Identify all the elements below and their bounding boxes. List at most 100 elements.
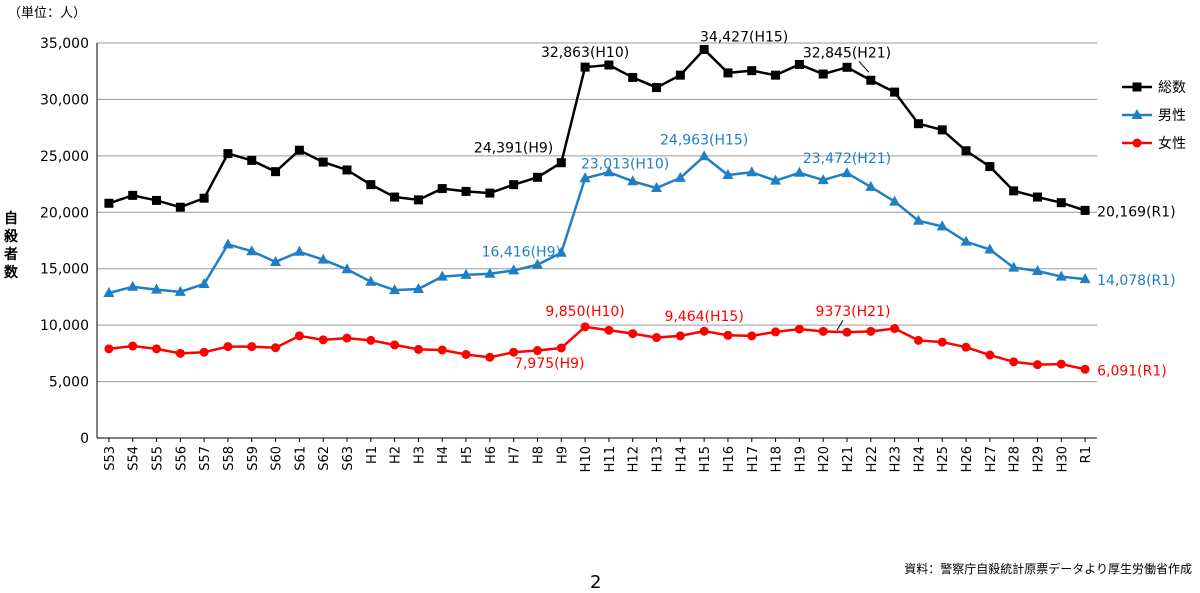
x-tick-label: H22: [865, 446, 880, 472]
x-tick-label: H30: [1055, 446, 1070, 472]
data-point: [270, 255, 282, 266]
data-point: [1056, 198, 1066, 208]
data-point: [818, 69, 828, 79]
x-tick-label: H14: [674, 446, 689, 472]
data-point: [318, 335, 328, 345]
data-point: [674, 171, 686, 182]
leader-line: [858, 60, 870, 73]
data-point: [152, 344, 162, 354]
x-tick-label: H13: [651, 446, 666, 472]
data-label: 32,863(H10): [541, 45, 629, 61]
y-tick-label: 15,000: [40, 262, 89, 278]
x-tick-label: H18: [770, 446, 785, 472]
data-point: [509, 180, 519, 190]
data-point: [627, 175, 639, 186]
data-point: [699, 44, 709, 54]
data-point: [341, 263, 353, 274]
x-tick-label: H9: [555, 446, 570, 464]
data-point: [484, 267, 496, 278]
x-tick-label: S63: [341, 446, 356, 471]
data-point: [865, 180, 877, 191]
data-point: [961, 146, 971, 156]
x-tick-label: H2: [389, 446, 404, 464]
x-tick-label: H4: [436, 446, 451, 464]
data-label: 32,845(H21): [803, 45, 891, 61]
data-point: [389, 284, 401, 295]
data-point: [842, 62, 852, 72]
y-tick-label: 0: [80, 431, 89, 447]
data-point: [1008, 261, 1020, 272]
page-number: 2: [590, 572, 602, 593]
x-tick-label: S54: [127, 446, 142, 471]
data-point: [532, 346, 542, 356]
data-point: [722, 169, 734, 180]
data-point: [293, 245, 305, 256]
data-point: [223, 342, 233, 352]
data-point: [1009, 357, 1019, 367]
leader-line: [836, 319, 844, 331]
data-point: [390, 340, 400, 350]
data-point: [556, 158, 566, 168]
data-point: [246, 245, 258, 256]
data-point: [675, 331, 685, 341]
data-point: [699, 326, 709, 336]
data-point: [531, 258, 543, 269]
data-point: [412, 283, 424, 294]
data-point: [366, 335, 376, 345]
y-tick-label: 25,000: [40, 149, 89, 165]
data-point: [128, 341, 138, 351]
data-point: [793, 166, 805, 177]
legend-marker: [1131, 109, 1143, 119]
data-point: [1032, 360, 1042, 370]
data-point: [746, 166, 758, 177]
data-point: [532, 172, 542, 182]
data-point: [1079, 273, 1091, 284]
x-tick-label: H3: [412, 446, 427, 464]
x-tick-label: S57: [198, 446, 213, 471]
data-point: [818, 326, 828, 336]
data-point: [771, 327, 781, 337]
data-label: 20,169(R1): [1097, 204, 1176, 220]
data-point: [366, 180, 376, 190]
data-point: [817, 174, 829, 185]
data-label: 24,391(H9): [474, 141, 553, 157]
data-label: 16,416(H9): [482, 245, 561, 261]
data-point: [1032, 192, 1042, 202]
x-tick-label: S60: [270, 446, 285, 471]
data-point: [1031, 264, 1043, 275]
data-point: [152, 195, 162, 205]
data-point: [747, 66, 757, 76]
legend-label: 男性: [1158, 108, 1186, 124]
data-point: [603, 166, 615, 177]
data-point: [222, 238, 234, 249]
x-tick-label: H12: [627, 446, 642, 472]
data-point: [937, 337, 947, 347]
data-point: [604, 60, 614, 70]
y-tick-label: 20,000: [40, 205, 89, 221]
data-point: [652, 333, 662, 343]
data-point: [151, 283, 163, 294]
data-point: [318, 157, 328, 167]
data-point: [912, 214, 924, 225]
data-label: 6,091(R1): [1097, 363, 1167, 379]
x-tick-label: H23: [889, 446, 904, 472]
data-point: [175, 202, 185, 212]
data-point: [247, 155, 257, 165]
data-point: [175, 348, 185, 358]
data-point: [985, 350, 995, 360]
data-point: [460, 268, 472, 279]
data-point: [652, 83, 662, 93]
data-point: [961, 342, 971, 352]
data-point: [628, 72, 638, 82]
data-point: [127, 280, 139, 291]
x-tick-label: H20: [817, 446, 832, 472]
x-tick-label: S62: [317, 446, 332, 471]
data-point: [890, 87, 900, 97]
y-tick-label: 30,000: [40, 92, 89, 108]
x-tick-label: H16: [722, 446, 737, 472]
data-point: [841, 167, 853, 178]
data-label: 23,013(H10): [581, 156, 669, 172]
data-point: [128, 190, 138, 200]
data-point: [984, 243, 996, 254]
